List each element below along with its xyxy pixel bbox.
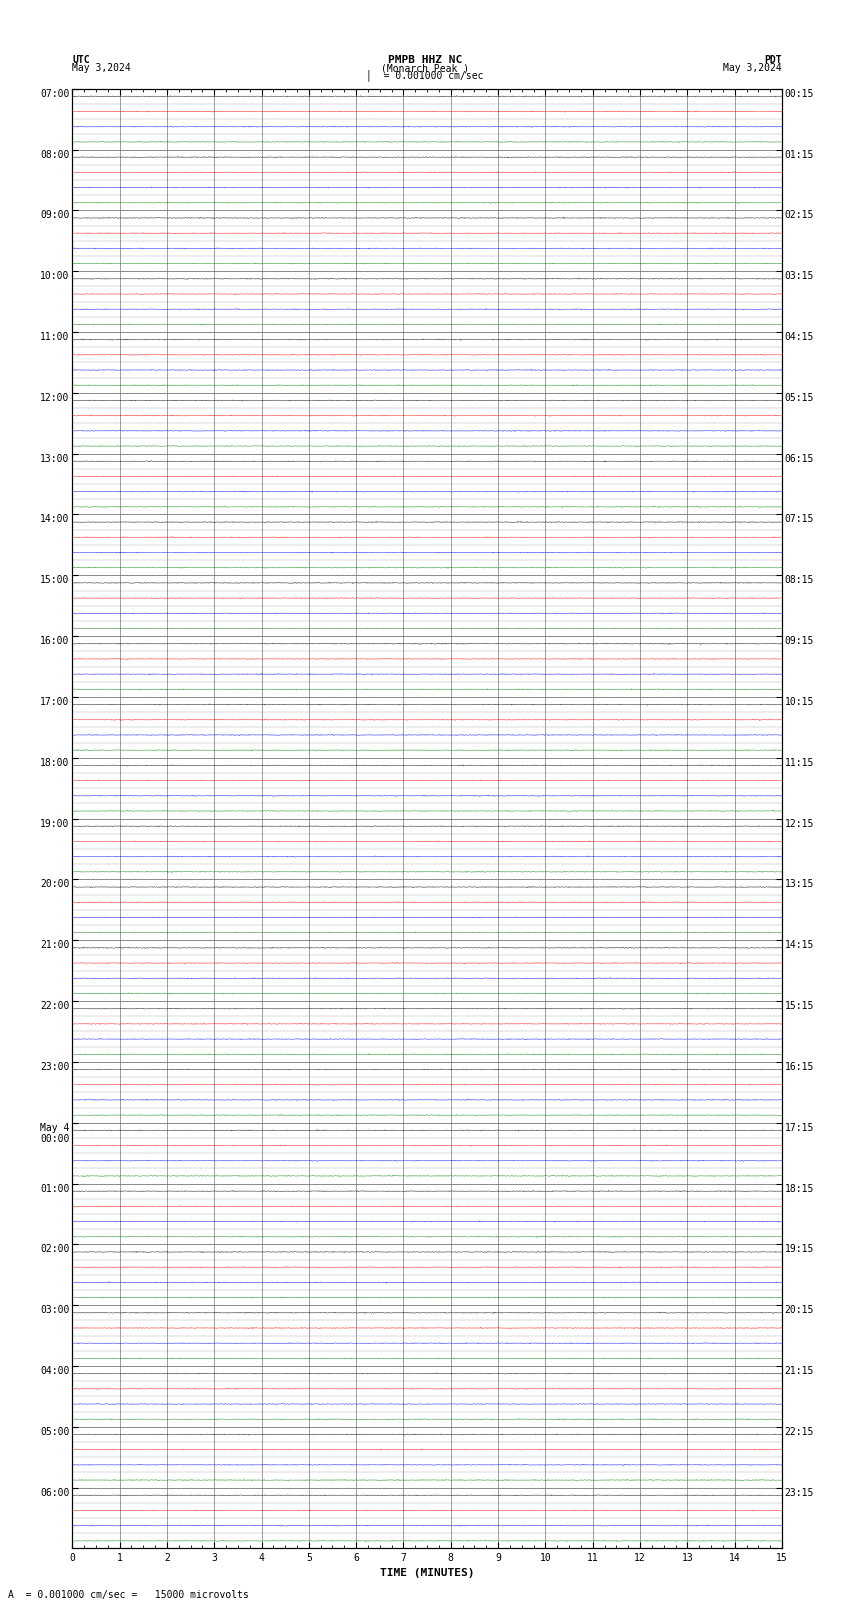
Text: │  = 0.001000 cm/sec: │ = 0.001000 cm/sec bbox=[366, 69, 484, 81]
Text: PDT: PDT bbox=[764, 55, 782, 65]
Text: (Monarch Peak ): (Monarch Peak ) bbox=[381, 63, 469, 73]
Text: May 3,2024: May 3,2024 bbox=[72, 63, 131, 73]
X-axis label: TIME (MINUTES): TIME (MINUTES) bbox=[380, 1568, 474, 1578]
Text: A  = 0.001000 cm/sec =   15000 microvolts: A = 0.001000 cm/sec = 15000 microvolts bbox=[8, 1590, 249, 1600]
Text: UTC: UTC bbox=[72, 55, 90, 65]
Text: May 3,2024: May 3,2024 bbox=[723, 63, 782, 73]
Text: PMPB HHZ NC: PMPB HHZ NC bbox=[388, 55, 462, 65]
